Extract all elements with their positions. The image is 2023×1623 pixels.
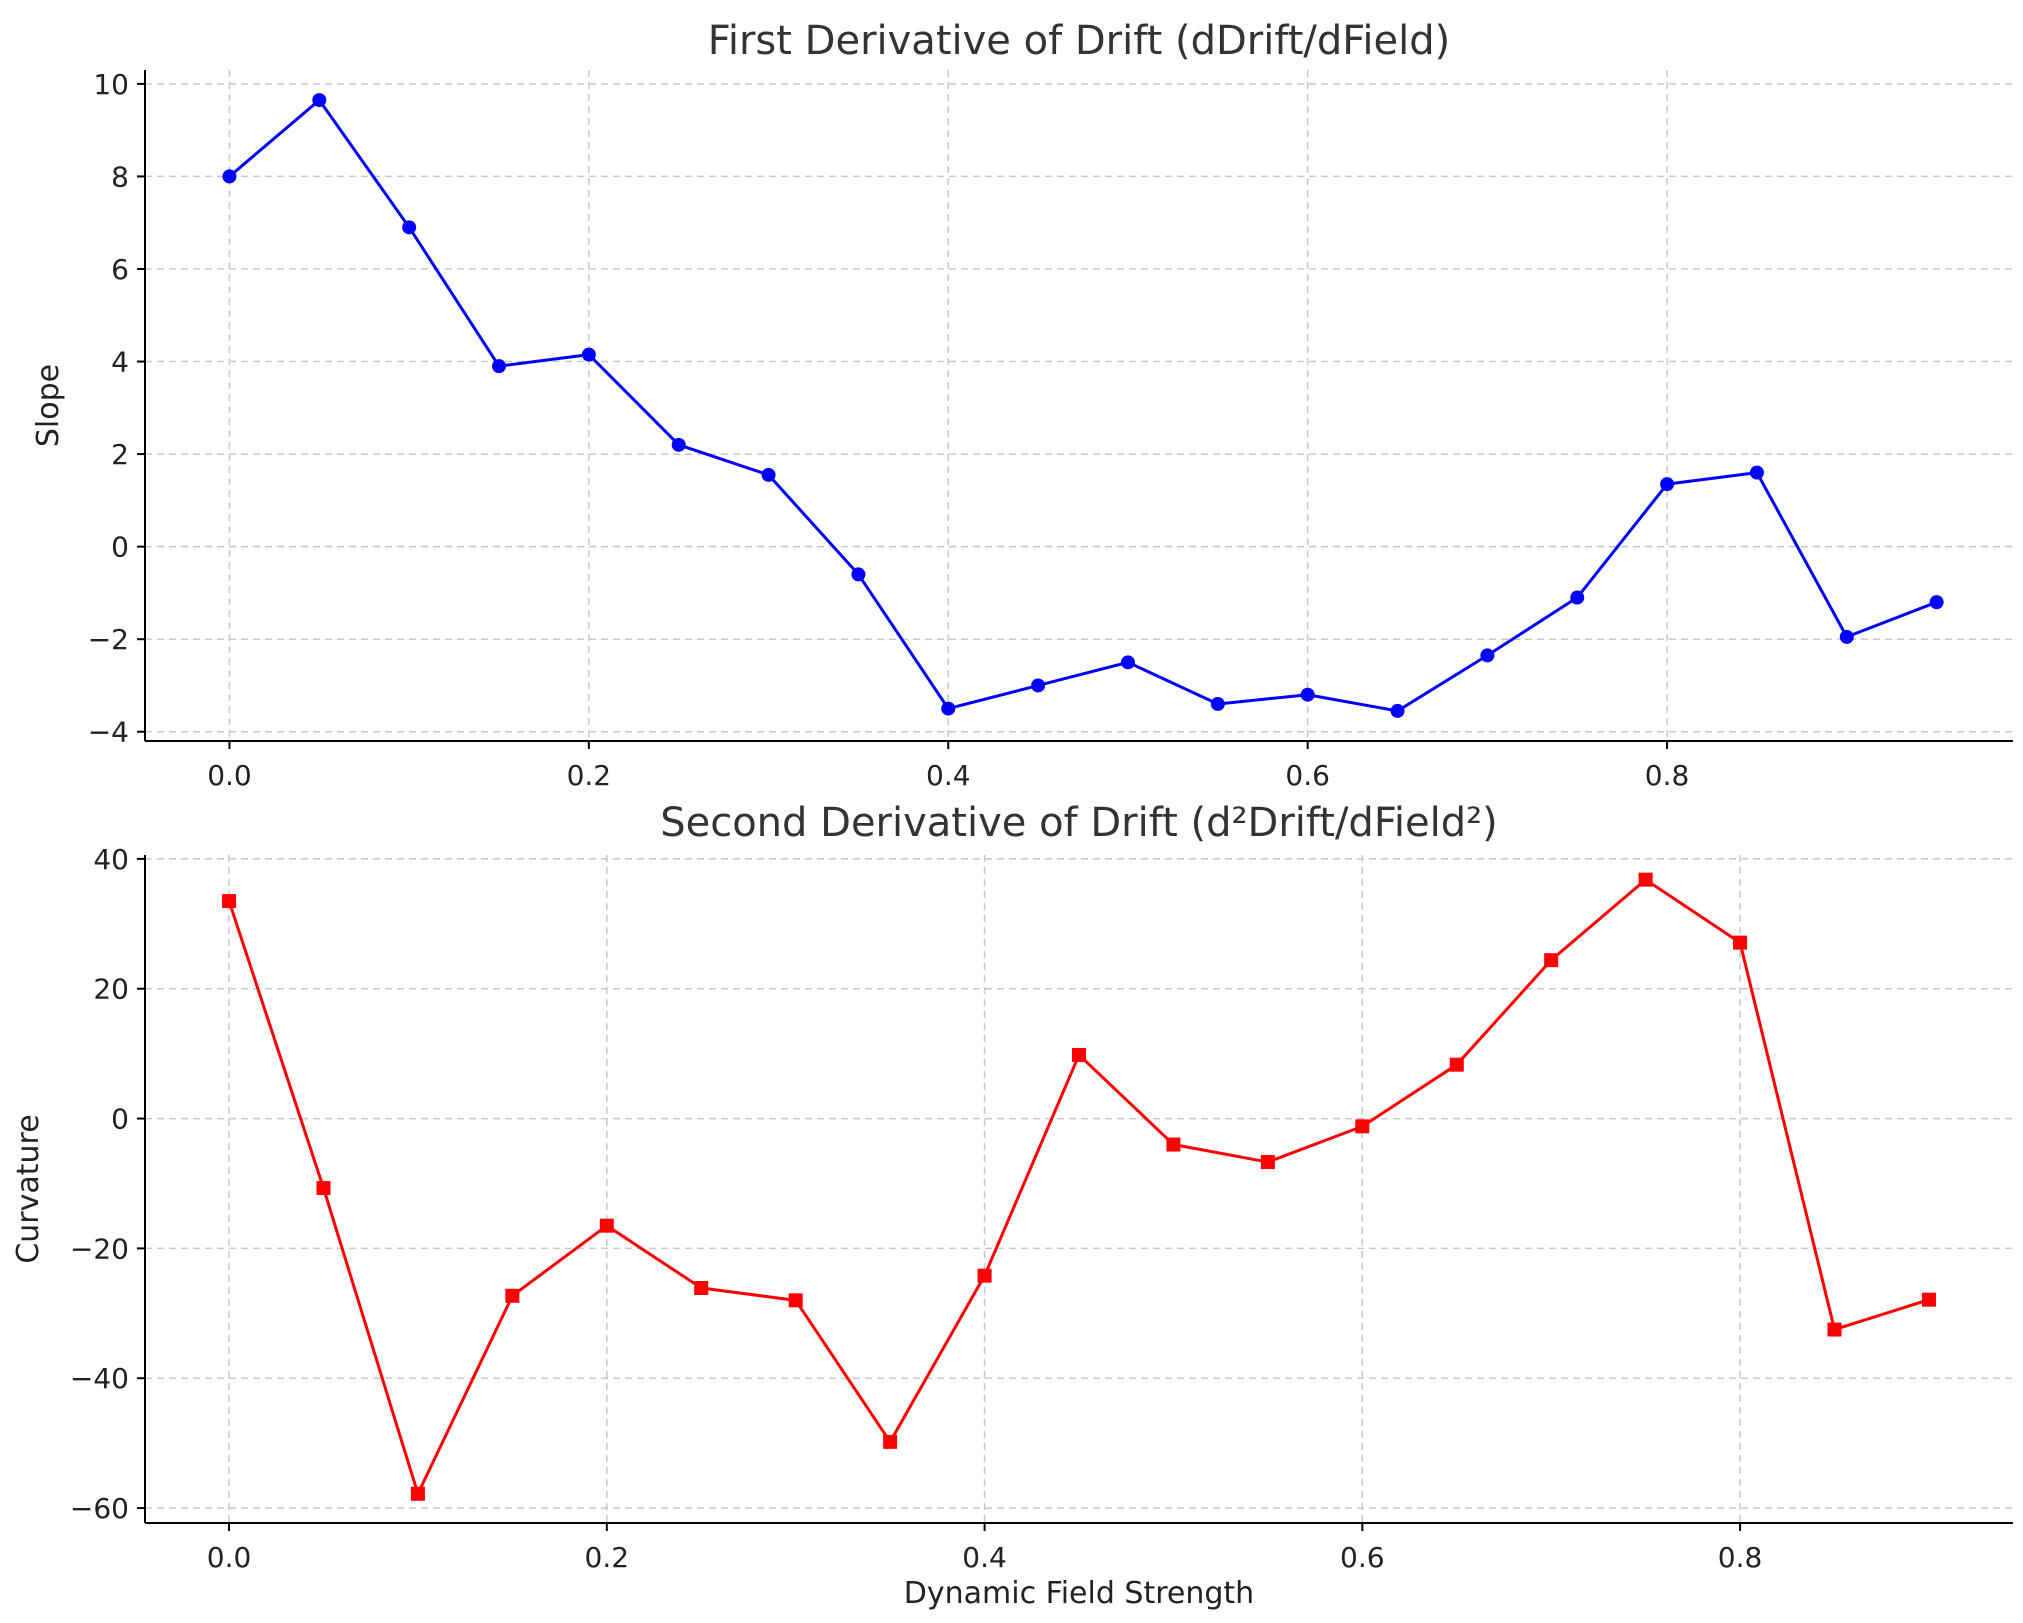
first-derivative-series-line [228, 98, 1938, 713]
second-derivative-ytick-label: −20 [70, 1232, 129, 1265]
second-derivative-point [1166, 1137, 1181, 1152]
first-derivative-xtick-label: 0.8 [1645, 759, 1690, 792]
second-derivative-xtick-label: 0.8 [1718, 1541, 1763, 1574]
first-derivative-point [1120, 655, 1135, 670]
second-derivative-point [977, 1268, 992, 1283]
second-derivative-point [505, 1288, 520, 1303]
first-derivative-ytick-label: 2 [111, 438, 129, 471]
first-derivative-ytick-label: 0 [111, 531, 129, 564]
first-derivative-xtick-label: 0.4 [926, 759, 971, 792]
second-derivative-point [599, 1218, 614, 1233]
second-derivative-point [1921, 1292, 1936, 1307]
first-derivative-ticks: 0.0 0.2 0.4 0.6 0.8 −4 −2 0 2 4 6 8 10 [88, 68, 1690, 792]
second-derivative-point [410, 1486, 425, 1501]
second-derivative-point [788, 1293, 803, 1308]
second-derivative-point [1733, 935, 1748, 950]
first-derivative-xtick-label: 0.0 [207, 759, 252, 792]
first-derivative-ytick-label: 8 [111, 160, 129, 193]
second-derivative-ticks: 0.0 0.2 0.4 0.6 0.8 −60 −40 −20 0 20 40 [70, 843, 1762, 1574]
second-derivative-panel: 0.0 0.2 0.4 0.6 0.8 −60 −40 −20 0 20 40 Second Der… [11, 800, 2013, 1611]
second-derivative-xtick-label: 0.4 [962, 1541, 1007, 1574]
second-derivative-point [694, 1280, 709, 1295]
first-derivative-point [581, 347, 596, 362]
second-derivative-point [1544, 953, 1559, 968]
first-derivative-point [671, 437, 686, 452]
first-derivative-point [492, 359, 507, 374]
first-derivative-point [402, 220, 417, 235]
second-derivative-grid [145, 855, 2013, 1523]
first-derivative-point [1839, 629, 1854, 644]
first-derivative-point [1660, 477, 1675, 492]
second-derivative-point [222, 894, 237, 909]
first-derivative-grid [145, 70, 2013, 741]
first-derivative-ylabel: Slope [31, 364, 66, 447]
second-derivative-ytick-label: −60 [70, 1492, 129, 1525]
second-derivative-ytick-label: −40 [70, 1362, 129, 1395]
second-derivative-ylabel: Curvature [11, 1114, 46, 1263]
first-derivative-point [1570, 590, 1585, 605]
first-derivative-title: First Derivative of Drift (dDrift/dField… [708, 18, 1450, 64]
first-derivative-series [222, 93, 1944, 718]
first-derivative-spines [144, 70, 2013, 742]
first-derivative-point [222, 169, 237, 184]
second-derivative-series-line [227, 878, 1930, 1496]
first-derivative-point [1390, 703, 1405, 718]
second-derivative-ytick-label: 0 [111, 1103, 129, 1136]
first-derivative-point [312, 93, 327, 108]
second-derivative-title: Second Derivative of Drift (d²Drift/dFie… [660, 800, 1498, 846]
first-derivative-point [1480, 648, 1495, 663]
second-derivative-series [222, 872, 1936, 1501]
second-derivative-xtick-label: 0.0 [207, 1541, 252, 1574]
first-derivative-xtick-label: 0.6 [1285, 759, 1330, 792]
second-derivative-point [1638, 872, 1653, 887]
first-derivative-ytick-label: 6 [111, 253, 129, 286]
second-derivative-point [1355, 1119, 1370, 1134]
first-derivative-ytick-label: 4 [111, 346, 129, 379]
second-derivative-point [883, 1434, 898, 1449]
first-derivative-xtick-label: 0.2 [567, 759, 612, 792]
second-derivative-spines [144, 855, 2013, 1524]
first-derivative-point [1929, 595, 1944, 610]
second-derivative-xtick-label: 0.2 [585, 1541, 630, 1574]
first-derivative-ytick-label: −2 [88, 623, 129, 656]
second-derivative-xlabel: Dynamic Field Strength [904, 1576, 1254, 1611]
first-derivative-ytick-label: 10 [93, 68, 129, 101]
second-derivative-xtick-label: 0.6 [1340, 1541, 1385, 1574]
second-derivative-point [1449, 1057, 1464, 1072]
first-derivative-point [1031, 678, 1046, 693]
second-derivative-point [1072, 1047, 1086, 1062]
second-derivative-point [1260, 1155, 1275, 1170]
first-derivative-point [1210, 696, 1225, 711]
first-derivative-panel: 0.0 0.2 0.4 0.6 0.8 −4 −2 0 2 4 6 8 10 First Derivat… [31, 18, 2013, 792]
first-derivative-point [761, 467, 776, 482]
first-derivative-point [941, 701, 956, 716]
second-derivative-point [316, 1181, 331, 1196]
first-derivative-point [851, 567, 866, 582]
first-derivative-point [1300, 687, 1315, 702]
second-derivative-ytick-label: 20 [93, 973, 129, 1006]
second-derivative-ytick-label: 40 [93, 843, 129, 876]
first-derivative-point [1749, 465, 1764, 480]
first-derivative-ytick-label: −4 [88, 716, 129, 749]
second-derivative-point [1827, 1322, 1842, 1337]
